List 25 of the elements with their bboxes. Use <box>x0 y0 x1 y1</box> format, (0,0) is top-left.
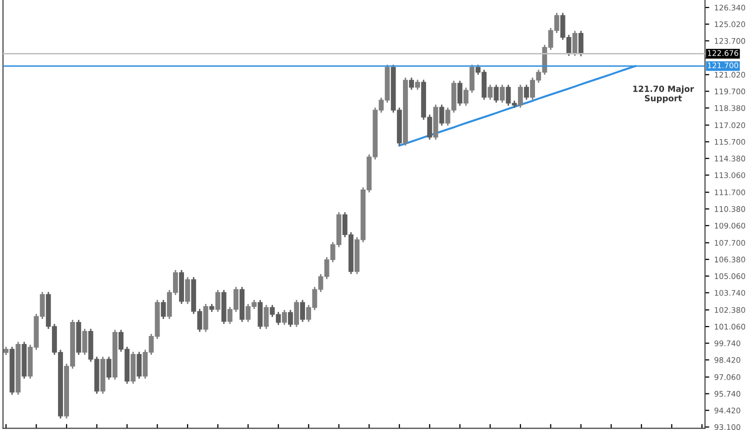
candlestick <box>258 299 263 330</box>
candlestick <box>524 84 529 100</box>
candlestick <box>409 76 414 90</box>
candlestick <box>457 80 462 106</box>
candlestick <box>488 84 493 100</box>
candlestick <box>215 289 220 313</box>
candlestick <box>288 309 293 328</box>
candlestick <box>82 328 88 356</box>
candlestick <box>439 104 444 126</box>
candlestick <box>572 30 578 57</box>
candlestick <box>136 351 142 380</box>
candlestick <box>160 299 166 320</box>
candlestick <box>578 30 584 57</box>
candlestick <box>282 309 287 326</box>
candlestick <box>264 304 269 330</box>
candlestick <box>106 356 112 380</box>
candlestick <box>300 299 306 323</box>
candlestick <box>185 276 190 305</box>
candlestick <box>518 84 523 108</box>
annotation: 121.70 Major Support <box>633 86 694 103</box>
candlestick <box>203 303 208 333</box>
candlestick <box>494 84 499 104</box>
candlestick <box>500 84 505 104</box>
candlestick <box>415 78 420 90</box>
candlestick <box>294 299 299 328</box>
